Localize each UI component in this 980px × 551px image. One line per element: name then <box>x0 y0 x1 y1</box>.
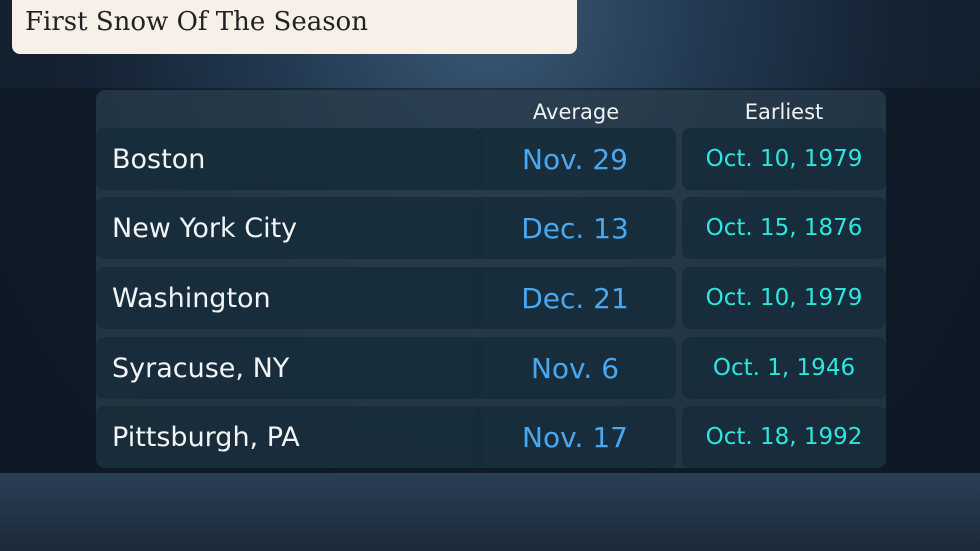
cell-earliest: Oct. 15, 1876 <box>682 197 886 259</box>
header-average: Average <box>532 100 620 124</box>
title-box: First Snow Of The Season <box>12 0 577 54</box>
cell-earliest: Oct. 10, 1979 <box>682 128 886 190</box>
cell-average: Nov. 17 <box>474 406 676 468</box>
cell-city: Boston <box>96 128 483 190</box>
cell-average: Dec. 13 <box>474 197 676 259</box>
background-bottom <box>0 473 980 551</box>
cell-city: Pittsburgh, PA <box>96 406 483 468</box>
cell-average: Dec. 21 <box>474 267 676 329</box>
cell-earliest: Oct. 10, 1979 <box>682 267 886 329</box>
cell-average: Nov. 6 <box>474 337 676 399</box>
page-title: First Snow Of The Season <box>25 7 368 37</box>
header-earliest: Earliest <box>744 100 824 124</box>
cell-earliest: Oct. 1, 1946 <box>682 337 886 399</box>
cell-average: Nov. 29 <box>474 128 676 190</box>
snow-table: Average Earliest Boston Nov. 29 Oct. 10, 1… <box>96 90 886 468</box>
cell-city: New York City <box>96 197 483 259</box>
cell-city: Washington <box>96 267 483 329</box>
cell-city: Syracuse, NY <box>96 337 483 399</box>
cell-earliest: Oct. 18, 1992 <box>682 406 886 468</box>
